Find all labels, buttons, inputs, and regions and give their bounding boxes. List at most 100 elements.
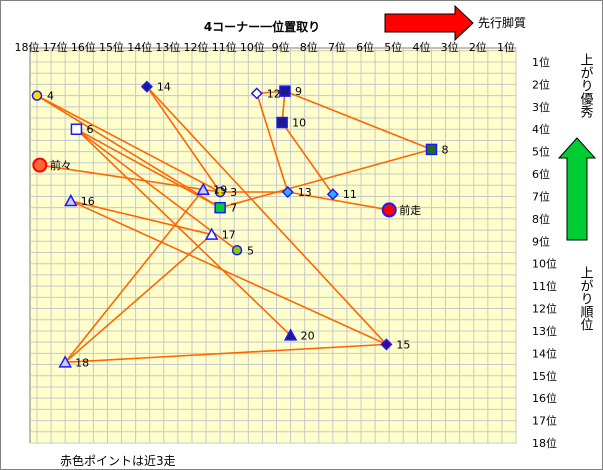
connector-line <box>75 128 292 336</box>
point-label: 前走 <box>399 203 421 217</box>
point-label: 6 <box>86 123 93 136</box>
y-tick-labels: 1位 2位 3位 4位 5位 6位 7位 8位 9位 10位 11位 12位 13位 14位 15位 16位 1… <box>532 55 557 450</box>
x-tick-label: 11位 <box>212 40 237 54</box>
y-tick-label: 18位 <box>532 436 557 450</box>
point-label: 16 <box>81 195 95 208</box>
point-marker-diamond <box>281 185 294 199</box>
x-tick-label: 9位 <box>272 40 290 54</box>
data-point: 16 <box>64 193 95 208</box>
x-tick-label: 1位 <box>497 40 515 54</box>
point-label: 5 <box>247 244 254 257</box>
x-tick-label: 2位 <box>469 40 487 54</box>
point-marker-diamond <box>326 188 339 201</box>
point-label: 19 <box>213 184 227 197</box>
x-tick-label: 10位 <box>240 40 265 54</box>
data-point: 8 <box>425 143 448 156</box>
x-tick-label: 18位 <box>15 40 40 54</box>
data-point: 10 <box>276 116 306 130</box>
x-tick-label: 6位 <box>356 40 374 54</box>
point-marker-square <box>70 123 83 135</box>
point-marker-circle <box>214 186 226 198</box>
connector-line <box>284 90 432 151</box>
y-tick-label: 2位 <box>532 77 550 91</box>
y-tick-label: 13位 <box>532 324 557 338</box>
data-point: 17 <box>204 227 236 242</box>
point-marker-square <box>214 201 226 214</box>
point-label: 10 <box>292 117 306 130</box>
point-label: 12 <box>267 87 281 100</box>
connector-line <box>36 94 221 193</box>
data-point: 9 <box>279 85 302 98</box>
point-label: 13 <box>298 186 312 199</box>
point-marker-square <box>279 85 291 97</box>
data-point: 20 <box>283 328 315 342</box>
point-marker-circle <box>231 245 243 256</box>
point-marker-triangle <box>204 227 219 240</box>
plot-area <box>29 47 517 444</box>
data-point: 7 <box>214 201 237 215</box>
point-marker-triangle <box>58 355 72 368</box>
point-label: 18 <box>75 356 89 369</box>
connector-line <box>146 86 387 345</box>
data-point: 14 <box>140 80 171 94</box>
plot-background <box>29 47 517 444</box>
x-tick-label: 15位 <box>99 40 124 54</box>
point-label: 3 <box>230 186 237 199</box>
connector-line <box>64 189 204 363</box>
y-tick-label: 6位 <box>532 167 550 181</box>
data-point: 13 <box>281 185 312 199</box>
data-point: 3 <box>214 186 237 199</box>
point-label: 11 <box>343 188 357 201</box>
point-label: 14 <box>157 81 171 94</box>
y-tick-label: 16位 <box>532 391 557 405</box>
y-tick-label: 8位 <box>532 212 550 226</box>
data-point: 19 <box>196 182 227 197</box>
connector-line <box>36 94 221 209</box>
x-tick-label: 5位 <box>384 40 402 54</box>
connector-line <box>219 148 432 209</box>
point-marker-diamond <box>250 87 263 100</box>
y-tick-label: 7位 <box>532 189 550 203</box>
connector-lines <box>36 86 432 364</box>
x-tick-label: 16位 <box>71 40 96 54</box>
y-tick-label: 10位 <box>532 257 557 271</box>
point-marker-diamond <box>380 338 393 351</box>
connector-line <box>281 122 334 195</box>
x-tick-label: 8位 <box>300 40 318 54</box>
x-tick-labels: 18位 17位 16位 15位 14位 13位 12位 11位 10位 9位 8位 7位 6位 5位 4位 3… <box>15 40 516 54</box>
point-marker-square <box>276 116 288 129</box>
point-label: 20 <box>301 329 315 342</box>
point-marker-circle <box>381 202 397 218</box>
data-point: 12 <box>250 87 281 100</box>
data-point: 前走 <box>381 202 421 218</box>
y-tick-label: 9位 <box>532 234 550 248</box>
x-tick-label: 14位 <box>127 40 152 54</box>
connector-line <box>70 200 387 346</box>
data-point: 18 <box>58 355 89 369</box>
x-tick-label: 12位 <box>184 40 209 54</box>
point-marker-circle <box>32 157 48 173</box>
data-point: 6 <box>70 123 93 136</box>
connector-line <box>65 343 387 364</box>
x-tick-label: 3位 <box>441 40 459 54</box>
point-label: 4 <box>47 90 54 103</box>
front-style-label: 先行脚質 <box>478 15 526 30</box>
data-point: 5 <box>231 244 254 257</box>
connector-line <box>64 233 213 363</box>
data-point: 4 <box>31 90 54 103</box>
y-tick-label: 17位 <box>532 414 557 428</box>
data-point: 15 <box>380 338 410 351</box>
x-tick-label: 7位 <box>328 40 346 54</box>
point-marker-triangle <box>64 193 78 207</box>
point-marker-diamond <box>140 80 153 93</box>
data-point: 前々 <box>32 157 72 173</box>
point-marker-triangle <box>196 182 211 195</box>
data-point: 11 <box>326 188 357 201</box>
point-label: 9 <box>295 85 302 98</box>
y-tick-label: 3位 <box>532 100 550 114</box>
connector-line <box>287 191 390 211</box>
point-label: 8 <box>441 143 448 156</box>
x-tick-label: 17位 <box>43 40 68 54</box>
y-tick-label: 12位 <box>532 302 557 316</box>
